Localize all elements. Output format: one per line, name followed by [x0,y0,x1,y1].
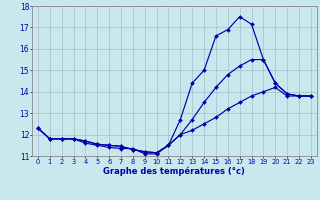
X-axis label: Graphe des températures (°c): Graphe des températures (°c) [103,166,245,176]
